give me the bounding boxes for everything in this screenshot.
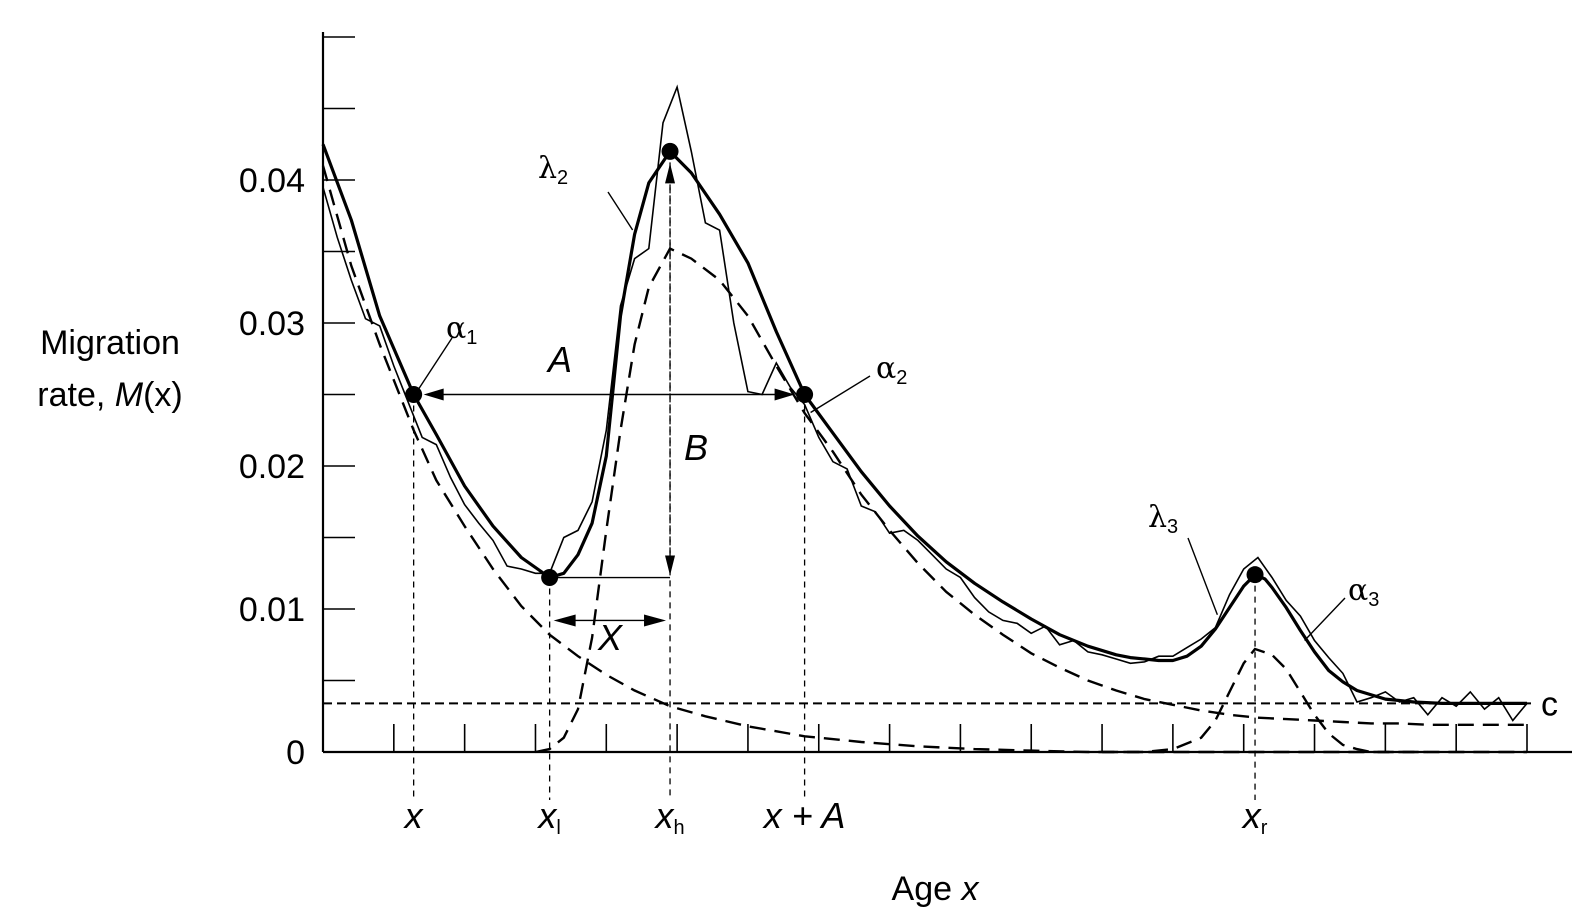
series-group: [321, 84, 1528, 754]
alpha3-leader: [1304, 597, 1346, 641]
x-marker-label: xl: [536, 795, 560, 839]
y-tick-label: 0: [286, 734, 305, 772]
key-point-dot: [1246, 566, 1264, 584]
x-marker-label: xr: [1241, 795, 1268, 839]
B-arrowhead-down: [665, 555, 676, 576]
alpha3-label: α3: [1348, 573, 1379, 611]
constant-c-label: c: [1541, 685, 1558, 723]
lambda2-label: λ2: [538, 151, 568, 189]
series-fitted-solid: [321, 143, 1527, 706]
y-tick-label: 0.01: [239, 591, 305, 629]
lambda2-leader: [607, 191, 634, 231]
B-arrowhead-up: [665, 163, 676, 184]
X-arrowhead-right: [644, 614, 667, 627]
y-tick-label: 0.04: [239, 162, 305, 200]
key-point-dot: [796, 386, 814, 403]
key-point-dot: [541, 569, 559, 587]
alpha2-leader: [810, 375, 871, 414]
x-marker-label: x + A: [762, 795, 846, 836]
y-tick-label: 0.03: [239, 305, 305, 343]
series-dashed-retirement: [1102, 647, 1428, 754]
X-label: X: [597, 617, 624, 658]
A-arrowhead-left: [423, 388, 444, 401]
x-axis-label: Age x: [892, 870, 980, 908]
alpha1-leader: [417, 337, 453, 391]
x-ticks: [393, 724, 1528, 752]
X-arrowhead-left: [553, 614, 576, 627]
A-arrowhead-right: [774, 388, 795, 401]
alpha1-label: α1: [446, 311, 477, 349]
key-points: [405, 142, 1264, 587]
B-label: B: [684, 427, 708, 468]
x-marker-labels: x xl xh x + A xr: [403, 795, 1268, 839]
y-axis-label-line1: Migration: [40, 324, 180, 362]
x-marker-label: x: [403, 795, 425, 836]
lambda3-leader: [1187, 537, 1219, 615]
y-tick-labels: 0 0.01 0.02 0.03 0.04: [239, 162, 305, 772]
A-label: A: [546, 339, 572, 380]
key-point-dot: [405, 386, 423, 403]
y-tick-label: 0.02: [239, 448, 305, 486]
series-observed-thin: [322, 84, 1528, 722]
y-axis-label-line2: rate, M(x): [37, 376, 182, 414]
construction-lines: [417, 163, 1346, 641]
y-ticks: [323, 36, 355, 753]
alpha2-label: α2: [876, 351, 907, 389]
series-dashed-childhood: [321, 165, 1527, 754]
lambda3-label: λ3: [1148, 500, 1178, 538]
key-point-dot: [661, 142, 679, 160]
series-dashed-labor: [535, 247, 1527, 754]
x-marker-label: xh: [653, 795, 684, 839]
